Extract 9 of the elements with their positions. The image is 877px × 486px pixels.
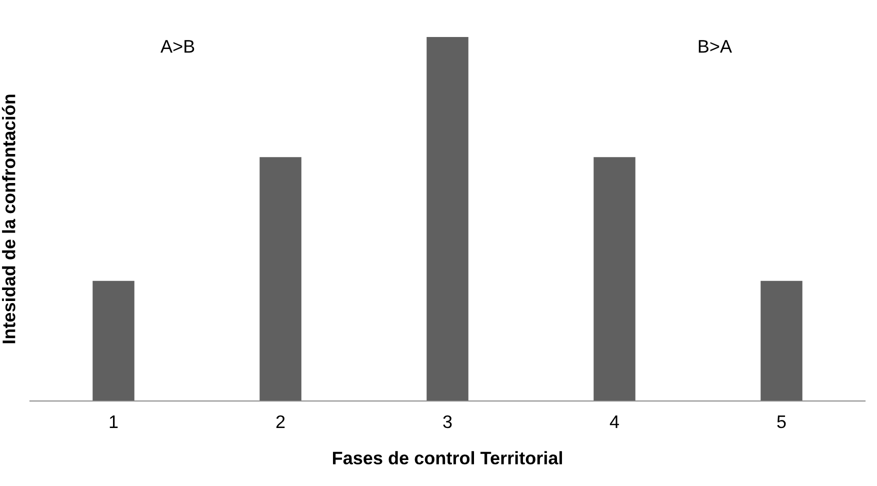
x-tick-label: 3 bbox=[443, 415, 452, 428]
y-axis-title: Intesidad de la confrontación bbox=[2, 94, 16, 344]
x-tick-label: 4 bbox=[610, 416, 619, 428]
x-tick-label: 1 bbox=[110, 416, 118, 428]
annotation: B>A bbox=[698, 40, 732, 53]
annotation: A>B bbox=[160, 40, 194, 53]
x-tick-label: 5 bbox=[777, 416, 786, 428]
x-tick-label: 2 bbox=[276, 415, 285, 428]
x-axis-title: Fases de control Territorial bbox=[332, 451, 562, 464]
